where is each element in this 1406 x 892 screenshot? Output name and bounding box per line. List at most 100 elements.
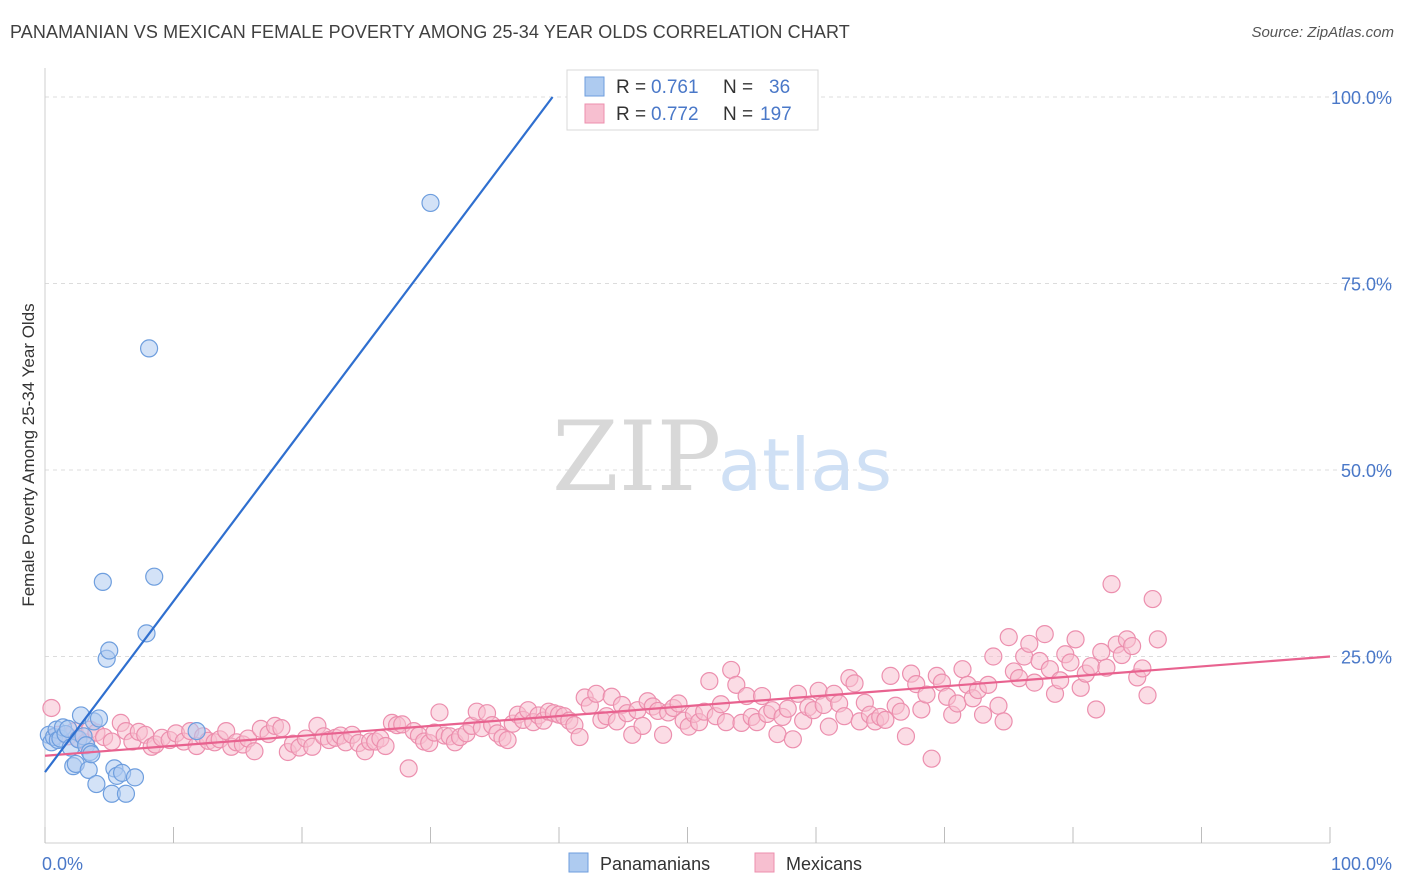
mexicans-point xyxy=(1133,659,1152,678)
mexicans-point xyxy=(1066,630,1085,649)
mexicans-point xyxy=(948,694,967,713)
legend-n-label-2: N = xyxy=(723,104,753,125)
legend-swatch-panamanians xyxy=(584,76,605,97)
panamanians-point xyxy=(116,784,136,803)
panamanians-point xyxy=(187,721,206,741)
grid xyxy=(45,96,1392,657)
mexicans-point xyxy=(1081,657,1101,676)
mexicans-point xyxy=(633,716,652,735)
mexicans-point xyxy=(768,724,787,744)
mexicans-point xyxy=(1102,575,1121,594)
panamanians-point xyxy=(93,572,112,592)
mexicans-point xyxy=(917,685,936,704)
mexicans-point xyxy=(835,707,854,726)
mexicans-points xyxy=(42,575,1167,778)
legend-top-box xyxy=(566,69,819,131)
mexicans-point xyxy=(570,727,589,747)
mexicans-point xyxy=(716,713,736,732)
mexicans-point xyxy=(1025,673,1044,692)
legend-top: R = 0.761 N = 36 R = 0.772 N = 197 xyxy=(566,69,819,131)
mexicans-point xyxy=(783,730,802,749)
mexicans-point xyxy=(1035,625,1054,644)
mexicans-point xyxy=(727,675,746,694)
mexicans-point xyxy=(1061,653,1080,672)
legend-n-value-1: 36 xyxy=(769,77,790,98)
mexicans-point xyxy=(1148,630,1167,649)
panamanians-point xyxy=(100,641,119,660)
y-tick-labels: 25.0% 50.0% 75.0% 100.0% xyxy=(1331,88,1392,668)
panamanians-point xyxy=(421,193,440,213)
mexicans-point xyxy=(876,710,895,730)
y-tick-label: 25.0% xyxy=(1341,648,1392,668)
source-label: Source: ZipAtlas.com xyxy=(1251,24,1394,41)
mexicans-point xyxy=(430,703,449,722)
panamanians-point xyxy=(125,768,145,787)
legend-swatch-mexicans xyxy=(584,103,605,124)
mexicans-point xyxy=(1020,634,1039,653)
legend-r-value-1: 0.761 xyxy=(651,77,699,98)
panamanians-trendline xyxy=(44,96,554,773)
y-axis-title: Female Poverty Among 25-34 Year Olds xyxy=(19,303,38,606)
panamanians-point xyxy=(145,567,164,586)
watermark-atlas: atlas xyxy=(718,423,892,507)
mexicans-point xyxy=(587,684,606,703)
y-tick-label: 100.0% xyxy=(1331,88,1392,108)
legend-n-label-1: N = xyxy=(723,77,753,98)
mexicans-point xyxy=(498,730,517,750)
mexicans-point xyxy=(1009,669,1029,688)
y-tick-label: 50.0% xyxy=(1341,461,1392,481)
x-tick-label: 0.0% xyxy=(42,854,83,874)
mexicans-point xyxy=(778,699,797,718)
mexicans-point xyxy=(1087,700,1106,719)
mexicans-point xyxy=(994,712,1013,731)
panamanians-point xyxy=(137,624,156,643)
mexicans-point xyxy=(42,698,61,718)
panamanians-point xyxy=(87,774,106,794)
mexicans-point xyxy=(973,705,993,724)
mexicans-point xyxy=(989,696,1008,715)
mexicans-point xyxy=(669,694,688,713)
mexicans-trendline xyxy=(44,655,1331,757)
chart-title: PANAMANIAN VS MEXICAN FEMALE POVERTY AMO… xyxy=(10,22,850,42)
mexicans-point xyxy=(1143,589,1162,609)
legend-bottom: Panamanians Mexicans xyxy=(568,852,862,874)
mexicans-point xyxy=(999,628,1018,647)
mexicans-point xyxy=(845,674,864,693)
panamanians-points xyxy=(39,193,440,803)
legend-r-value-2: 0.772 xyxy=(651,104,699,125)
mexicans-point xyxy=(1123,636,1142,656)
mexicans-point xyxy=(245,742,264,761)
mexicans-point xyxy=(979,675,998,694)
panamanians-point xyxy=(139,339,159,358)
mexicans-point xyxy=(1138,686,1157,705)
mexicans-point xyxy=(922,749,941,768)
mexicans-point xyxy=(102,732,121,751)
mexicans-point xyxy=(891,702,910,721)
mexicans-point xyxy=(896,727,916,746)
x-tick-label: 100.0% xyxy=(1331,854,1392,874)
legend-r-label-2: R = xyxy=(616,104,646,125)
mexicans-point xyxy=(376,736,395,756)
mexicans-point xyxy=(653,725,673,744)
panamanians-point xyxy=(82,745,101,764)
mexicans-point xyxy=(984,647,1003,666)
watermark-zip: ZIP xyxy=(552,401,721,513)
mexicans-point xyxy=(1092,642,1111,662)
mexicans-point xyxy=(272,719,291,738)
mexicans-point xyxy=(953,660,972,679)
legend-bottom-label-mexicans: Mexicans xyxy=(786,854,862,874)
mexicans-point xyxy=(1051,671,1070,690)
legend-bottom-swatch-mexicans xyxy=(754,852,775,873)
legend-bottom-label-panamanians: Panamanians xyxy=(600,854,710,874)
mexicans-point xyxy=(1097,658,1116,677)
mexicans-point xyxy=(819,717,838,736)
mexicans-point xyxy=(752,686,772,706)
mexicans-point xyxy=(881,666,900,685)
legend-bottom-swatch-panamanians xyxy=(568,852,589,873)
trendlines xyxy=(44,96,1331,773)
mexicans-point xyxy=(399,759,418,778)
legend-r-label-1: R = xyxy=(616,77,646,98)
legend-n-value-2: 197 xyxy=(760,104,792,125)
panamanians-point xyxy=(89,709,109,728)
